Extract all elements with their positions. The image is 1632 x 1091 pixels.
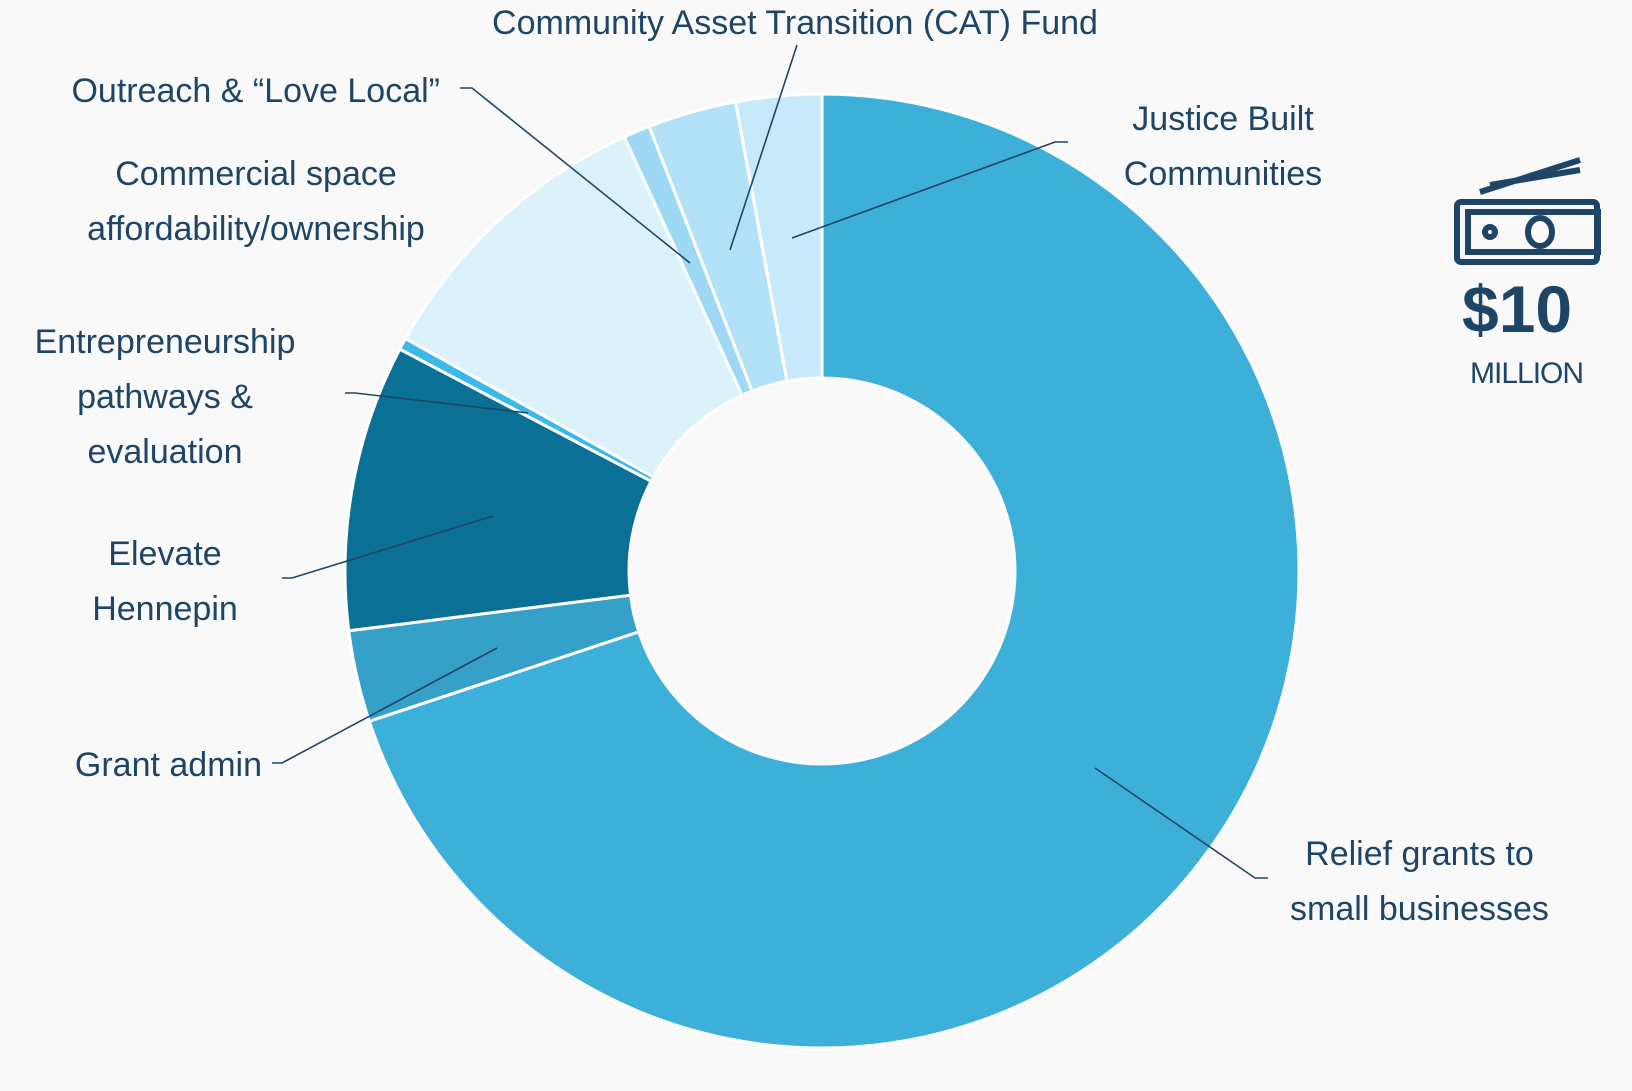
- amount: $10: [1462, 272, 1572, 346]
- slice-label: Entrepreneurship pathways & evaluation: [34, 323, 296, 471]
- slice-label: Relief grants to small businesses: [1290, 835, 1549, 928]
- donut-slice: [343, 347, 654, 633]
- donut-slice: [403, 134, 745, 480]
- slice-label: Commercial space affordability/ownership: [87, 155, 425, 248]
- amount-unit: MILLION: [1470, 357, 1583, 390]
- leader-lines: [272, 44, 1268, 879]
- slice-label: Outreach & “Love Local”: [71, 72, 440, 110]
- slice-label: Community Asset Transition (CAT) Fund: [492, 4, 1098, 42]
- slice-label: Justice Built Communities: [1123, 100, 1323, 193]
- slice-label: Grant admin: [74, 746, 262, 784]
- donut-slice: [367, 92, 1301, 1050]
- slice-label: Elevate Hennepin: [92, 535, 238, 628]
- money-icon: [1454, 157, 1601, 265]
